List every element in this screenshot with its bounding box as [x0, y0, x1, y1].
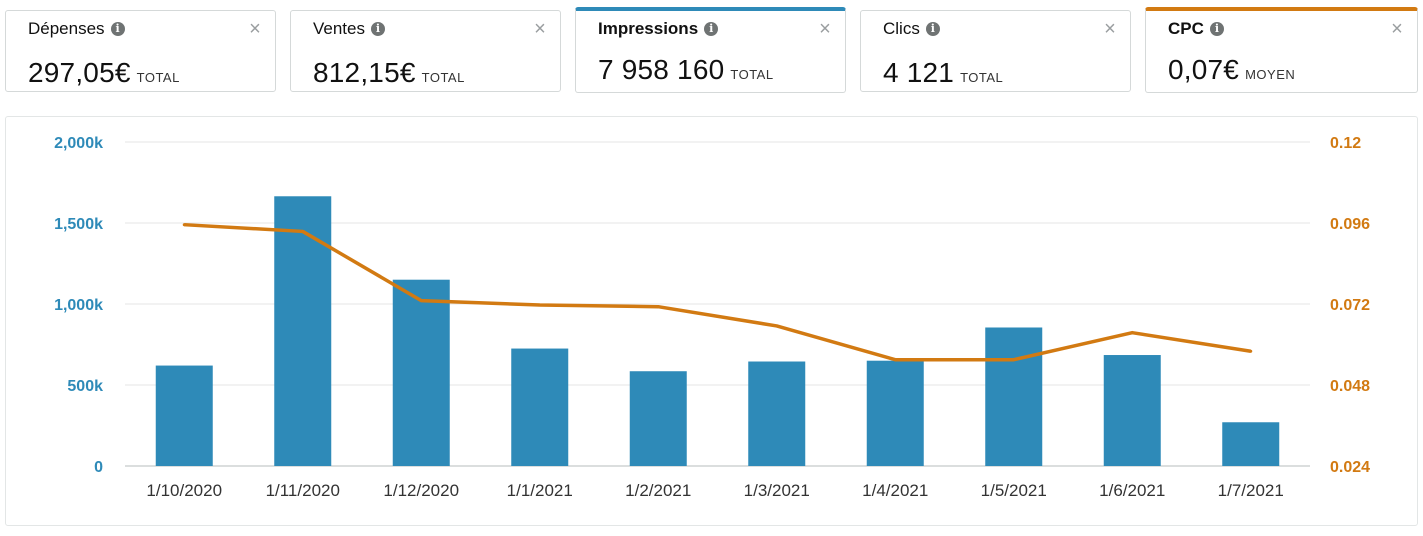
metric-value-row: 4 121 TOTAL [883, 57, 1003, 89]
x-tick-label: 1/10/2020 [146, 481, 222, 500]
metric-value-row: 7 958 160 TOTAL [598, 54, 774, 86]
x-tick-label: 1/3/2021 [744, 481, 810, 500]
metric-title: Ventes [313, 19, 365, 38]
metric-unit: TOTAL [421, 70, 465, 85]
metric-value-row: 297,05€ TOTAL [28, 57, 180, 89]
info-icon[interactable]: i [371, 22, 385, 36]
metric-title: Dépenses [28, 19, 105, 38]
info-icon[interactable]: i [704, 22, 719, 36]
metric-value: 812,15€ [313, 57, 416, 88]
y-right-tick-label: 0.12 [1330, 135, 1361, 152]
bar [1222, 422, 1280, 466]
line-point [1012, 358, 1016, 362]
metric-card-impressions[interactable]: Impressions i × 7 958 160 TOTAL [575, 7, 846, 93]
line-point [1130, 331, 1134, 335]
cpc-line [184, 222, 1252, 362]
x-tick-label: 1/11/2020 [266, 481, 340, 500]
line-point [419, 299, 423, 303]
line-point [1249, 349, 1253, 353]
metric-card-depenses[interactable]: Dépenses i × 297,05€ TOTAL [5, 10, 276, 92]
line-point [301, 229, 305, 233]
info-icon[interactable]: i [925, 22, 940, 36]
info-icon[interactable]: i [1209, 22, 1224, 36]
metric-title-row: Dépenses i [28, 19, 125, 39]
x-tick-label: 1/6/2021 [1099, 481, 1165, 500]
metric-title: Impressions [598, 19, 699, 38]
line-point [538, 303, 542, 307]
info-icon[interactable]: i [110, 22, 125, 36]
metric-unit: TOTAL [730, 67, 774, 82]
metric-value: 4 121 [883, 57, 955, 88]
metric-title-row: Ventes i [313, 19, 385, 39]
bar [155, 365, 213, 466]
x-tick-label: 1/4/2021 [862, 481, 928, 500]
line-point [893, 358, 897, 362]
line-point [775, 324, 779, 328]
close-icon[interactable]: × [534, 18, 546, 40]
y-right-tick-label: 0.096 [1330, 216, 1370, 233]
y-left-tick-label: 2,000k [54, 135, 103, 152]
x-tick-label: 1/2/2021 [625, 481, 691, 500]
metric-value: 297,05€ [28, 57, 131, 88]
bar [511, 348, 569, 466]
metric-card-clics[interactable]: Clics i × 4 121 TOTAL [860, 10, 1131, 92]
metric-title-row: Clics i [883, 19, 940, 39]
metric-title: Clics [883, 19, 920, 38]
x-tick-label: 1/1/2021 [507, 481, 573, 500]
metric-card-ventes[interactable]: Ventes i × 812,15€ TOTAL [290, 10, 561, 92]
bar [274, 196, 332, 466]
metric-value: 0,07€ [1168, 54, 1240, 85]
bar [866, 360, 924, 466]
bar [392, 279, 450, 466]
y-left-tick-label: 500k [67, 378, 103, 395]
x-tick-label: 1/7/2021 [1218, 481, 1284, 500]
y-right-tick-label: 0.048 [1330, 378, 1370, 395]
metric-title-row: CPC i [1168, 19, 1224, 39]
line-point [656, 305, 660, 309]
y-left-tick-label: 0 [94, 459, 103, 476]
line-point [182, 223, 186, 227]
bar [1103, 355, 1161, 466]
metric-unit: TOTAL [960, 70, 1004, 85]
metric-card-cpc[interactable]: CPC i × 0,07€ MOYEN [1145, 7, 1418, 93]
y-left-tick-label: 1,000k [54, 297, 103, 314]
bar [629, 371, 687, 466]
y-left-tick-label: 1,500k [54, 216, 103, 233]
chart-panel [5, 116, 1418, 526]
metric-value-row: 812,15€ TOTAL [313, 57, 465, 89]
metric-value-row: 0,07€ MOYEN [1168, 54, 1295, 86]
y-right-tick-label: 0.072 [1330, 297, 1370, 314]
metric-title-row: Impressions i [598, 19, 719, 39]
bar [748, 361, 806, 466]
metric-title: CPC [1168, 19, 1204, 38]
x-tick-label: 1/5/2021 [981, 481, 1047, 500]
close-icon[interactable]: × [1391, 18, 1403, 40]
x-tick-label: 1/12/2020 [383, 481, 459, 500]
metric-unit: TOTAL [136, 70, 180, 85]
close-icon[interactable]: × [249, 18, 261, 40]
bar [985, 327, 1043, 466]
metric-value: 7 958 160 [598, 54, 725, 85]
metric-unit: MOYEN [1245, 67, 1296, 82]
y-right-tick-label: 0.024 [1330, 459, 1370, 476]
metric-cards: Dépenses i × 297,05€ TOTAL Ventes i × 81… [0, 0, 1423, 100]
close-icon[interactable]: × [819, 18, 831, 40]
close-icon[interactable]: × [1104, 18, 1116, 40]
